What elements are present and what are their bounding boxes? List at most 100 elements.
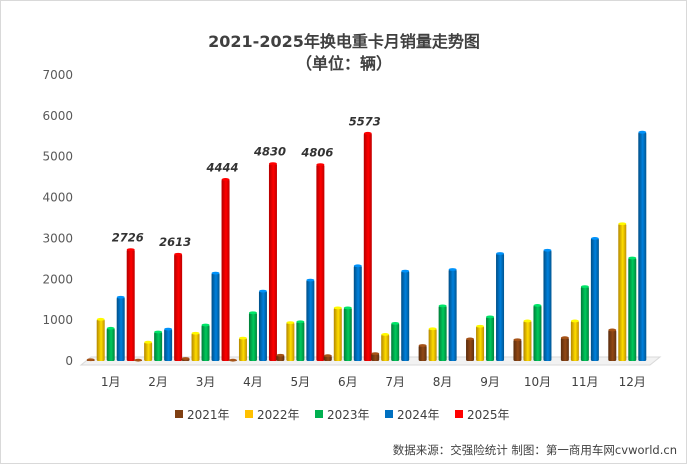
bar-cap [238,336,247,340]
bar-cap [486,315,495,319]
data-label: 2726 [112,231,144,245]
bar-cap [134,358,143,362]
bar-cap [608,328,617,332]
bar-2021年-12月 [608,329,617,361]
bar-2021年-6月 [323,355,332,361]
bar-2024年-9月 [496,253,505,361]
bar-2023年-9月 [486,316,495,361]
bar-2025年-4月 [268,163,277,361]
bar-cap [428,327,437,331]
bar-cap [590,237,599,240]
x-tick-label: 2月 [148,375,168,389]
legend-swatch [385,410,393,418]
bar-cap [543,248,552,252]
bar-cap [296,320,305,324]
bar-2021年-11月 [560,337,569,361]
bar-cap [401,269,410,273]
bar-2024年-8月 [448,269,457,361]
bar-2023年-5月 [296,321,305,361]
bar-2023年-10月 [533,305,542,361]
bar-2024年-5月 [306,280,315,361]
bar-2022年-6月 [333,307,342,361]
legend-label: 2022年 [257,408,300,422]
data-labels: 2726 2613 4444 4830 4806 5573 [112,114,381,249]
bar-2024年-6月 [353,265,362,361]
bar-cap [211,271,220,275]
bar-2023年-11月 [580,286,589,361]
x-tick-label: 7月 [385,375,405,389]
x-tick-label: 5月 [291,375,311,389]
legend-label: 2025年 [467,408,510,422]
bar-2023年-1月 [106,328,115,361]
data-label: 2613 [159,235,191,249]
bar-2022年-4月 [238,338,247,361]
bar-cap [333,306,342,310]
y-tick-label: 0 [65,354,73,368]
bar-2024年-10月 [543,250,552,361]
bar-cap [570,319,579,323]
legend-label: 2023年 [327,408,370,422]
bar-2024年-1月 [116,297,125,361]
bar-cap [343,306,352,310]
x-tick-label: 11月 [571,375,598,389]
bar-cap [323,354,332,358]
bar-2023年-12月 [628,258,637,361]
bar-cap [418,344,427,347]
bar-cap [306,278,315,282]
bar-cap [391,322,400,325]
bar-2023年-7月 [391,323,400,361]
data-label: 5573 [349,114,381,128]
y-tick-label: 3000 [42,231,73,245]
bar-2021年-5月 [276,355,285,361]
bar-cap [106,326,115,330]
chart-subtitle: （单位：辆） [296,54,392,73]
legend-label: 2024年 [397,408,440,422]
bar-cap [164,327,173,331]
x-axis: 1月 2月 3月 4月 5月 6月 7月 8月 9月 10月 11月 12月 [101,375,646,389]
bar-2025年-6月 [363,133,372,361]
y-tick-label: 1000 [42,313,73,327]
bar-cap [96,317,105,321]
bar-cap [201,323,210,327]
bar-2021年-7月 [371,353,380,361]
bar-2023年-6月 [343,307,352,361]
bar-2024年-7月 [401,271,410,361]
x-tick-label: 6月 [338,375,358,389]
legend-swatch [315,410,323,418]
y-tick-label: 7000 [42,68,73,82]
bar-2022年-2月 [144,342,153,361]
bar-2022年-1月 [96,319,105,361]
bar-cap [618,222,627,226]
bar-2023年-4月 [248,312,257,361]
y-tick-label: 6000 [42,109,73,123]
y-tick-label: 2000 [42,272,73,286]
chart-title: 2021-2025年换电重卡月销量走势图 [208,32,480,51]
data-label: 4444 [206,160,239,174]
bar-2024年-12月 [638,132,647,361]
bar-2021年-9月 [466,338,475,361]
legend-label: 2021年 [187,408,230,422]
bar-2023年-3月 [201,325,210,361]
bar-2023年-8月 [438,305,447,361]
bar-cap [248,311,257,315]
bar-cap [438,304,447,308]
x-tick-label: 3月 [196,375,216,389]
bar-2022年-7月 [381,334,390,361]
bar-series [86,130,647,362]
bar-cap [466,337,475,341]
bar-cap [628,256,637,260]
bar-cap [258,289,267,293]
x-tick-label: 1月 [101,375,121,389]
x-tick-label: 4月 [243,375,263,389]
bar-cap [381,333,390,336]
bar-cap [221,178,230,181]
data-label: 4830 [253,145,286,159]
bar-cap [86,358,95,362]
bar-2022年-10月 [523,320,532,361]
bar-2023年-2月 [154,331,163,361]
data-label: 4806 [300,146,333,160]
bar-cap [533,304,542,307]
bar-cap [174,252,183,256]
bar-2022年-3月 [191,333,200,361]
bar-2021年-8月 [418,345,427,361]
